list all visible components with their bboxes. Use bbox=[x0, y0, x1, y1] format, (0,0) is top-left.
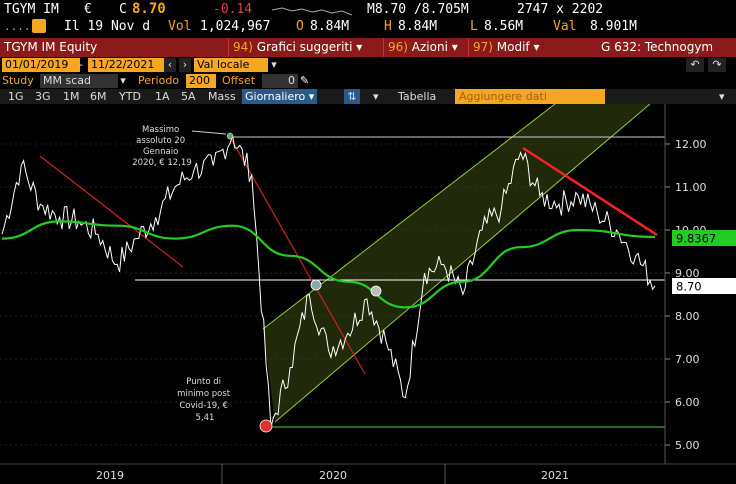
range-1m[interactable]: 1M bbox=[63, 90, 80, 103]
min-annotation: Punto di minimo post Covid-19, € 5,41 bbox=[177, 377, 233, 423]
menu-modify[interactable]: 97) Modif ▾ bbox=[468, 38, 544, 57]
draw-pencil-icon[interactable]: ✎ bbox=[300, 74, 310, 87]
touch-marker-2 bbox=[370, 285, 382, 297]
ma-value-tag-bg bbox=[672, 230, 736, 246]
alert-bell-icon[interactable] bbox=[32, 19, 46, 33]
downtrend-line-2021 bbox=[522, 146, 658, 237]
low-label: L bbox=[470, 19, 478, 34]
add-data-input[interactable]: Aggiungere dati bbox=[455, 89, 605, 104]
max-annotation-arrow bbox=[191, 130, 227, 135]
range-3g[interactable]: 3G bbox=[35, 90, 51, 103]
table-button[interactable]: Tabella bbox=[398, 90, 437, 103]
range-max[interactable]: Mass bbox=[208, 90, 236, 103]
max-annotation: Massimo assoluto 20 Gennaio 2020, € 12,1… bbox=[132, 125, 191, 168]
date-to-field[interactable]: 11/22/2021 bbox=[88, 58, 166, 72]
last-price-tag: 8.70 bbox=[676, 280, 702, 294]
ticker-symbol: TGYM IM bbox=[4, 2, 59, 17]
sparkline-icon bbox=[272, 7, 352, 16]
price-chart[interactable]: Massimo assoluto 20 Gennaio 2020, € 12,1… bbox=[0, 104, 736, 484]
chevron-down-icon: ▾ bbox=[451, 40, 458, 54]
study-select[interactable]: MM scad bbox=[40, 74, 122, 88]
menu-actions[interactable]: 96) Azioni ▾ bbox=[383, 38, 462, 57]
x-axis-ticks: 2019 2020 2021 bbox=[96, 464, 569, 484]
high-label: H bbox=[384, 19, 392, 34]
y-tick-label: 9.00 bbox=[675, 267, 700, 280]
date-separator: - bbox=[79, 58, 83, 71]
trade-date: Il 19 Nov d bbox=[64, 19, 151, 34]
open-value: 8.84M bbox=[310, 19, 350, 34]
redo-icon[interactable]: ↷ bbox=[708, 58, 726, 72]
chevron-down-icon[interactable]: ▾ bbox=[719, 90, 725, 103]
offset-input[interactable]: 0 bbox=[262, 74, 298, 88]
header-bar: TGYM IM Equity 94) Grafici suggeriti ▾ 9… bbox=[0, 38, 736, 57]
period-label: Periodo bbox=[138, 74, 180, 87]
chart-type-icon[interactable]: ⇅ bbox=[344, 89, 360, 104]
chart-grid bbox=[0, 143, 665, 446]
currency-select[interactable]: Val locale bbox=[194, 58, 270, 72]
price-change: -0.14 bbox=[213, 2, 253, 17]
x-tick-label: 2020 bbox=[319, 469, 347, 482]
menu-dots-icon: .... bbox=[4, 20, 31, 33]
y-tick-label: 5.00 bbox=[675, 439, 700, 452]
next-period-button[interactable]: › bbox=[179, 58, 191, 72]
prev-period-button[interactable]: ‹ bbox=[164, 58, 176, 72]
range-5a[interactable]: 5A bbox=[181, 90, 196, 103]
touch-marker-1 bbox=[310, 279, 322, 291]
range-1a[interactable]: 1A bbox=[155, 90, 170, 103]
period-input[interactable]: 200 bbox=[186, 74, 216, 88]
x-tick-label: 2019 bbox=[96, 469, 124, 482]
volume-label: Vol bbox=[168, 19, 192, 34]
chevron-down-icon[interactable]: ▾ bbox=[118, 74, 128, 88]
high-value: 8.84M bbox=[398, 19, 438, 34]
chevron-down-icon: ▾ bbox=[533, 40, 540, 54]
y-tick-label: 6.00 bbox=[675, 396, 700, 409]
bid-ask-size: 2747 x 2202 bbox=[517, 2, 604, 17]
low-value: 8.56M bbox=[484, 19, 524, 34]
chevron-down-icon[interactable]: ▾ bbox=[268, 58, 280, 72]
last-price-prefix: C bbox=[119, 2, 127, 17]
downtrend-line-2019 bbox=[39, 155, 184, 268]
ma-value-tag: 9.8367 bbox=[676, 232, 716, 246]
chevron-down-icon: ▾ bbox=[356, 40, 363, 54]
y-tick-label: 11.00 bbox=[675, 181, 707, 194]
channel-upper-line bbox=[262, 104, 556, 330]
open-label: O bbox=[296, 19, 304, 34]
range-6m[interactable]: 6M bbox=[90, 90, 107, 103]
page-title: G 632: Technogym bbox=[601, 40, 714, 54]
study-label: Study bbox=[2, 74, 34, 87]
trend-channel bbox=[263, 104, 650, 422]
menu-suggested-charts[interactable]: 94) Grafici suggeriti ▾ bbox=[228, 38, 366, 57]
security-name: TGYM IM Equity bbox=[4, 40, 98, 54]
bid-ask: M8.70 /8.705M bbox=[367, 2, 469, 17]
y-tick-label: 8.00 bbox=[675, 310, 700, 323]
last-price-tag-bg bbox=[672, 278, 736, 294]
range-ytd[interactable]: YTD bbox=[119, 90, 141, 103]
undo-icon[interactable]: ↶ bbox=[686, 58, 704, 72]
max-marker bbox=[226, 132, 234, 140]
value-amount: 8.901M bbox=[590, 19, 637, 34]
range-1g[interactable]: 1G bbox=[8, 90, 24, 103]
frequency-select[interactable]: Giornaliero ▾ bbox=[242, 89, 318, 104]
last-price: 8.70 bbox=[132, 1, 166, 17]
date-from-field[interactable]: 01/01/2019 bbox=[2, 58, 80, 72]
ticker-currency: € bbox=[84, 2, 92, 17]
x-tick-label: 2021 bbox=[541, 469, 569, 482]
value-label: Val bbox=[553, 19, 577, 34]
min-marker bbox=[259, 419, 273, 433]
price-line bbox=[1, 133, 656, 428]
y-tick-label: 12.00 bbox=[675, 138, 707, 151]
moving-average-line bbox=[1, 220, 656, 309]
chevron-down-icon[interactable]: ▾ bbox=[373, 90, 379, 103]
ticker-bar: TGYM IM € C 8.70 -0.14 M8.70 /8.705M 274… bbox=[0, 0, 736, 38]
y-tick-label: 7.00 bbox=[675, 353, 700, 366]
offset-label: Offset bbox=[222, 74, 256, 87]
channel-lower-line bbox=[274, 104, 651, 423]
volume-value: 1,024,967 bbox=[200, 19, 271, 34]
